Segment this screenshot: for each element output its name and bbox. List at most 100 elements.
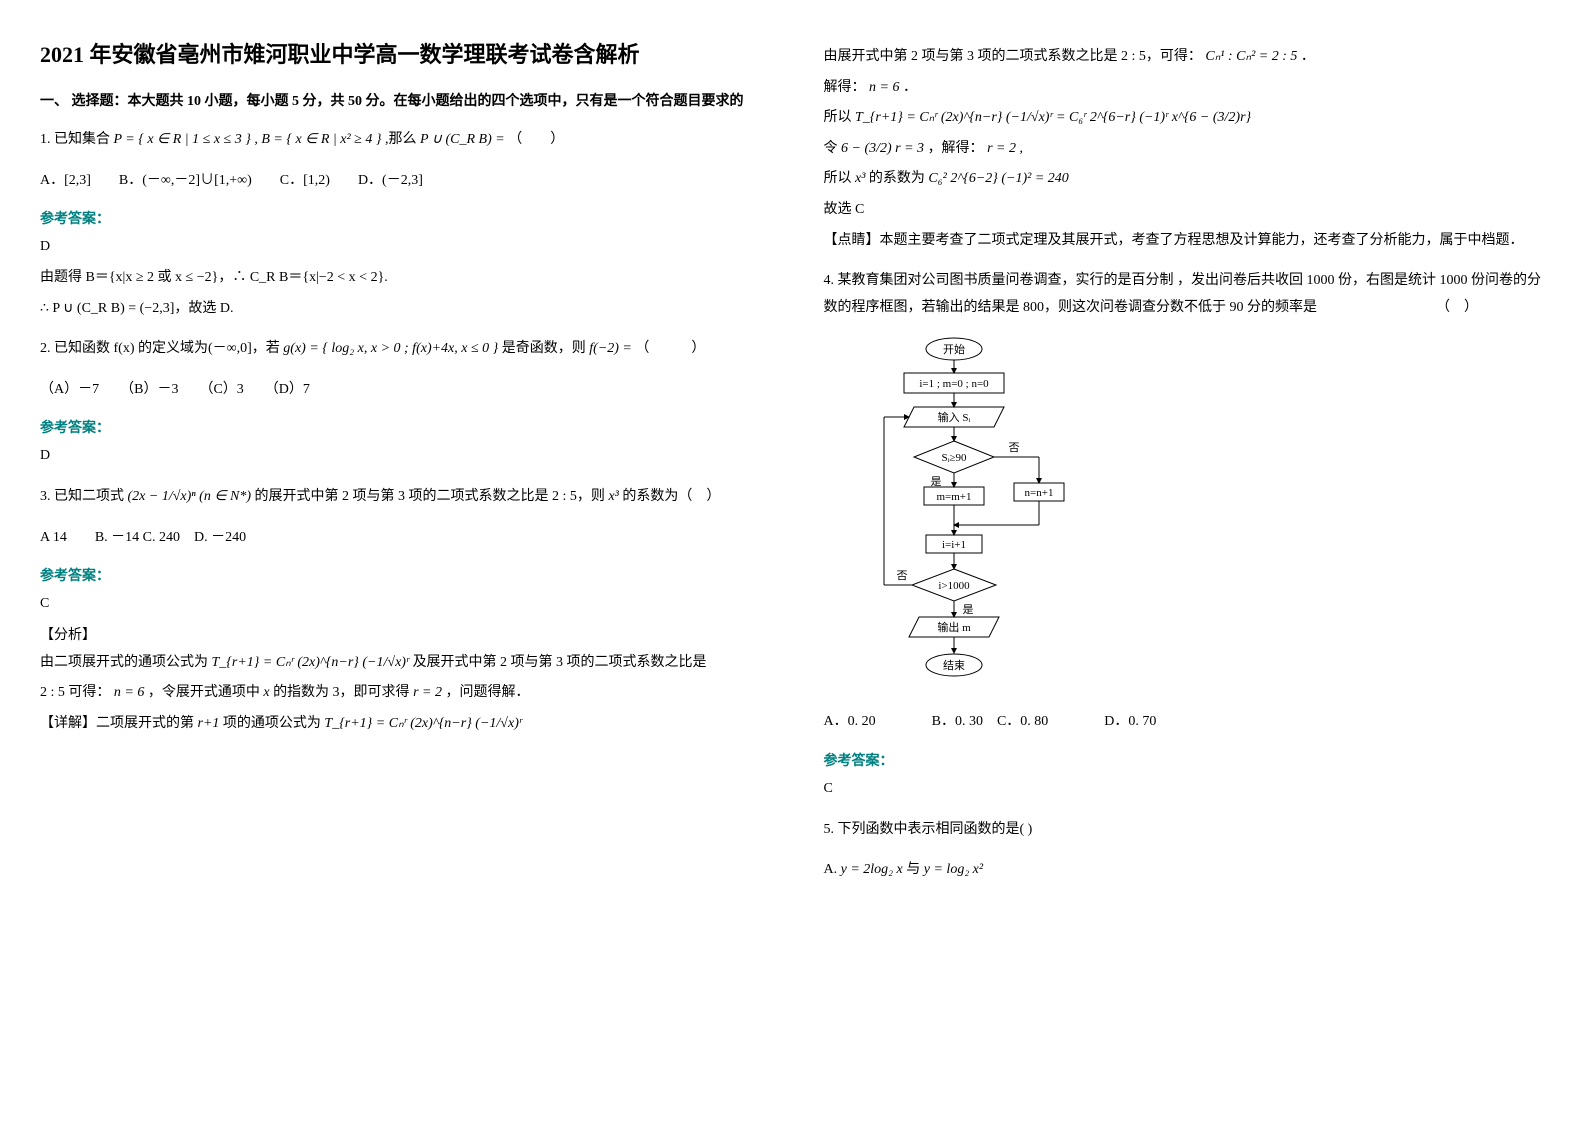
question-1: 1. 已知集合 P = { x ∈ R | 1 ≤ x ≤ 3 } , B = …	[40, 127, 764, 154]
flow-start: 开始	[943, 342, 965, 356]
question-5: 5. 下列函数中表示相同函数的是( )	[824, 817, 1548, 844]
q3-detail-r: r+1	[198, 716, 220, 731]
r-line1b: ．	[1301, 49, 1315, 64]
q3-sol-line2: 2 : 5 可得： n = 6 ，令展开式通项中 x 的指数为 3，即可求得 r…	[40, 680, 764, 707]
flow-input: 输入 Sᵢ	[937, 410, 970, 424]
q1-blank: （ ）	[508, 132, 564, 147]
q3-sol2-n: n = 6	[114, 685, 144, 700]
q3-sol2-r: r = 2	[413, 685, 442, 700]
question-4: 4. 某教育集团对公司图书质量问卷调查，实行的是百分制 ，发出问卷后共收回 10…	[824, 268, 1548, 321]
q3-sol2b: ，令展开式通项中	[148, 685, 264, 700]
r-line5-x3: x³	[855, 171, 865, 186]
r-line3a: 所以	[824, 110, 856, 125]
r-line7: 【点睛】本题主要考查了二项式定理及其展开式，考查了方程思想及计算能力，还考查了分…	[824, 228, 1548, 255]
q1-sol-line2: ∴ P ∪ (C_R B) = (−2,3]，故选 D.	[40, 301, 233, 316]
q2-gx: g(x) = { log₂ x, x > 0 ; f(x)+4x, x ≤ 0 …	[283, 341, 498, 356]
q3-analysis-tag: 【分析】	[40, 624, 764, 644]
q3-sol2c: 的指数为 3，即可求得	[273, 685, 413, 700]
q3-x3: x³	[608, 489, 618, 504]
q3-sol1a: 由二项展开式的通项公式为	[40, 655, 212, 670]
flow-no-1: 否	[1008, 442, 1019, 454]
flow-yes-2: 是	[962, 603, 973, 616]
q5-option-a: A. y = 2log₂ x 与 y = log₂ x²	[824, 857, 1548, 884]
q3-detail-b: 项的通项公式为	[223, 716, 325, 731]
q5-optA-pre: A.	[824, 862, 841, 877]
r-line1-formula: Cₙ¹ : Cₙ² = 2 : 5	[1205, 49, 1297, 64]
r-line4b: ，解得：	[928, 141, 984, 156]
q1-expr: P ∪ (C_R B) =	[420, 132, 505, 147]
r-line4: 令 6 − (3/2) r = 3 ，解得： r = 2 ,	[824, 136, 1548, 163]
r-line4-formula: 6 − (3/2) r = 3	[841, 141, 924, 156]
q1-answer: D	[40, 234, 764, 261]
r-line2: 解得： n = 6 ．	[824, 75, 1548, 102]
q3-sol2-x: x	[263, 685, 269, 700]
r-line4c: ,	[1019, 141, 1023, 156]
q3-stem-b: 的展开式中第 2 项与第 3 项的二项式系数之比是 2 : 5，则	[255, 489, 609, 504]
q2-stem-b: 是奇函数，则	[502, 341, 590, 356]
flow-no-2: 否	[896, 570, 907, 582]
q3-binom: (2x − 1/√x)ⁿ (n ∈ N*)	[128, 489, 252, 504]
q2-answer: D	[40, 443, 764, 470]
r-line4-r: r = 2	[987, 141, 1016, 156]
q5-optA-mid: 与	[906, 862, 924, 877]
r-line5b: 的系数为	[869, 171, 929, 186]
r-line3-formula: T_{r+1} = Cₙʳ (2x)^{n−r} (−1/√x)ʳ = C₆ʳ …	[855, 110, 1251, 125]
q3-sol-line1: 由二项展开式的通项公式为 T_{r+1} = Cₙʳ (2x)^{n−r} (−…	[40, 650, 764, 677]
r-line5a: 所以	[824, 171, 856, 186]
q3-sol2a: 2 : 5 可得：	[40, 685, 110, 700]
question-3: 3. 已知二项式 (2x − 1/√x)ⁿ (n ∈ N*) 的展开式中第 2 …	[40, 484, 764, 511]
flow-m-inc: m=m+1	[936, 491, 971, 503]
q1-solution-2: ∴ P ∪ (C_R B) = (−2,3]，故选 D.	[40, 296, 764, 323]
flow-cond1: Sᵢ≥90	[941, 452, 966, 464]
q2-blank: （ ）	[635, 341, 705, 356]
q4-options: A．0. 20 B．0. 30 C．0. 80 D．0. 70	[824, 709, 1548, 736]
q1-set-b: B = { x ∈ R | x² ≥ 4 }	[261, 132, 381, 147]
q3-detail-line: 【详解】二项展开式的第 r+1 项的通项公式为 T_{r+1} = Cₙʳ (2…	[40, 711, 764, 738]
flow-yes-1: 是	[930, 475, 941, 488]
flow-i-inc: i=i+1	[941, 539, 965, 551]
q2-options: （A）－7 （B）－3 （C）3 （D）7	[40, 377, 764, 404]
r-line5-formula: C₆² 2^{6−2} (−1)² = 240	[928, 171, 1068, 186]
q1-solution-1: 由题得 B＝{x|x ≥ 2 或 x ≤ −2}，∴ C_R B＝{x|−2 <…	[40, 265, 764, 292]
q2-answer-label: 参考答案：	[40, 417, 764, 437]
r-line3: 所以 T_{r+1} = Cₙʳ (2x)^{n−r} (−1/√x)ʳ = C…	[824, 105, 1548, 132]
r-line6: 故选 C	[824, 197, 1548, 224]
flowchart-svg: 开始 i=1 ; m=0 ; n=0 输入 Sᵢ Sᵢ≥90 否 n=n+1	[864, 335, 1094, 695]
q3-sol1-formula: T_{r+1} = Cₙʳ (2x)^{n−r} (−1/√x)ʳ	[212, 655, 410, 670]
q1-sol-line1: 由题得 B＝{x|x ≥ 2 或 x ≤ −2}，∴ C_R B＝{x|−2 <…	[40, 270, 388, 285]
q3-detail-a: 【详解】二项展开式的第	[40, 716, 198, 731]
r-line2-formula: n = 6	[869, 80, 899, 95]
q1-stem-a: 1. 已知集合	[40, 132, 114, 147]
q3-answer: C	[40, 591, 764, 618]
flow-n-inc: n=n+1	[1024, 487, 1053, 499]
q2-expr: f(−2) =	[589, 341, 632, 356]
r-line5: 所以 x³ 的系数为 C₆² 2^{6−2} (−1)² = 240	[824, 166, 1548, 193]
q3-answer-label: 参考答案：	[40, 565, 764, 585]
q4-answer-label: 参考答案：	[824, 750, 1548, 770]
q1-answer-label: 参考答案：	[40, 208, 764, 228]
q1-stem-b: ,那么	[385, 132, 420, 147]
q3-stem-c: 的系数为（ ）	[622, 489, 720, 504]
flow-output: 输出 m	[937, 620, 971, 634]
r-line2a: 解得：	[824, 80, 866, 95]
q5-optA-2: y = log₂ x²	[924, 862, 983, 877]
q3-sol2d: ，问题得解．	[445, 685, 529, 700]
q3-options: A 14 B. －14 C. 240 D. －240	[40, 525, 764, 552]
r-line1: 由展开式中第 2 项与第 3 项的二项式系数之比是 2 : 5，可得： Cₙ¹ …	[824, 44, 1548, 71]
flow-cond2: i>1000	[938, 580, 970, 592]
question-2: 2. 已知函数 f(x) 的定义域为(－∞,0]，若 g(x) = { log₂…	[40, 336, 764, 363]
q1-set-p: P = { x ∈ R | 1 ≤ x ≤ 3 }	[114, 132, 251, 147]
q1-options: A．[2,3] B．(－∞,－2]∪[1,+∞) C．[1,2) D．(－2,3…	[40, 168, 764, 195]
right-column: 由展开式中第 2 项与第 3 项的二项式系数之比是 2 : 5，可得： Cₙ¹ …	[824, 40, 1548, 898]
r-line4a: 令	[824, 141, 842, 156]
flowchart: 开始 i=1 ; m=0 ; n=0 输入 Sᵢ Sᵢ≥90 否 n=n+1	[864, 335, 1548, 695]
r-line2b: ．	[903, 80, 917, 95]
q3-stem-a: 3. 已知二项式	[40, 489, 128, 504]
q2-stem-a: 2. 已知函数 f(x) 的定义域为(－∞,0]，若	[40, 341, 283, 356]
q3-detail-formula: T_{r+1} = Cₙʳ (2x)^{n−r} (−1/√x)ʳ	[324, 716, 522, 731]
left-column: 2021 年安徽省亳州市雉河职业中学高一数学理联考试卷含解析 一、 选择题：本大…	[40, 40, 764, 898]
q4-answer: C	[824, 776, 1548, 803]
flow-init: i=1 ; m=0 ; n=0	[919, 378, 989, 390]
section-1-heading: 一、 选择题：本大题共 10 小题，每小题 5 分，共 50 分。在每小题给出的…	[40, 91, 764, 113]
flow-end: 结束	[943, 659, 965, 672]
